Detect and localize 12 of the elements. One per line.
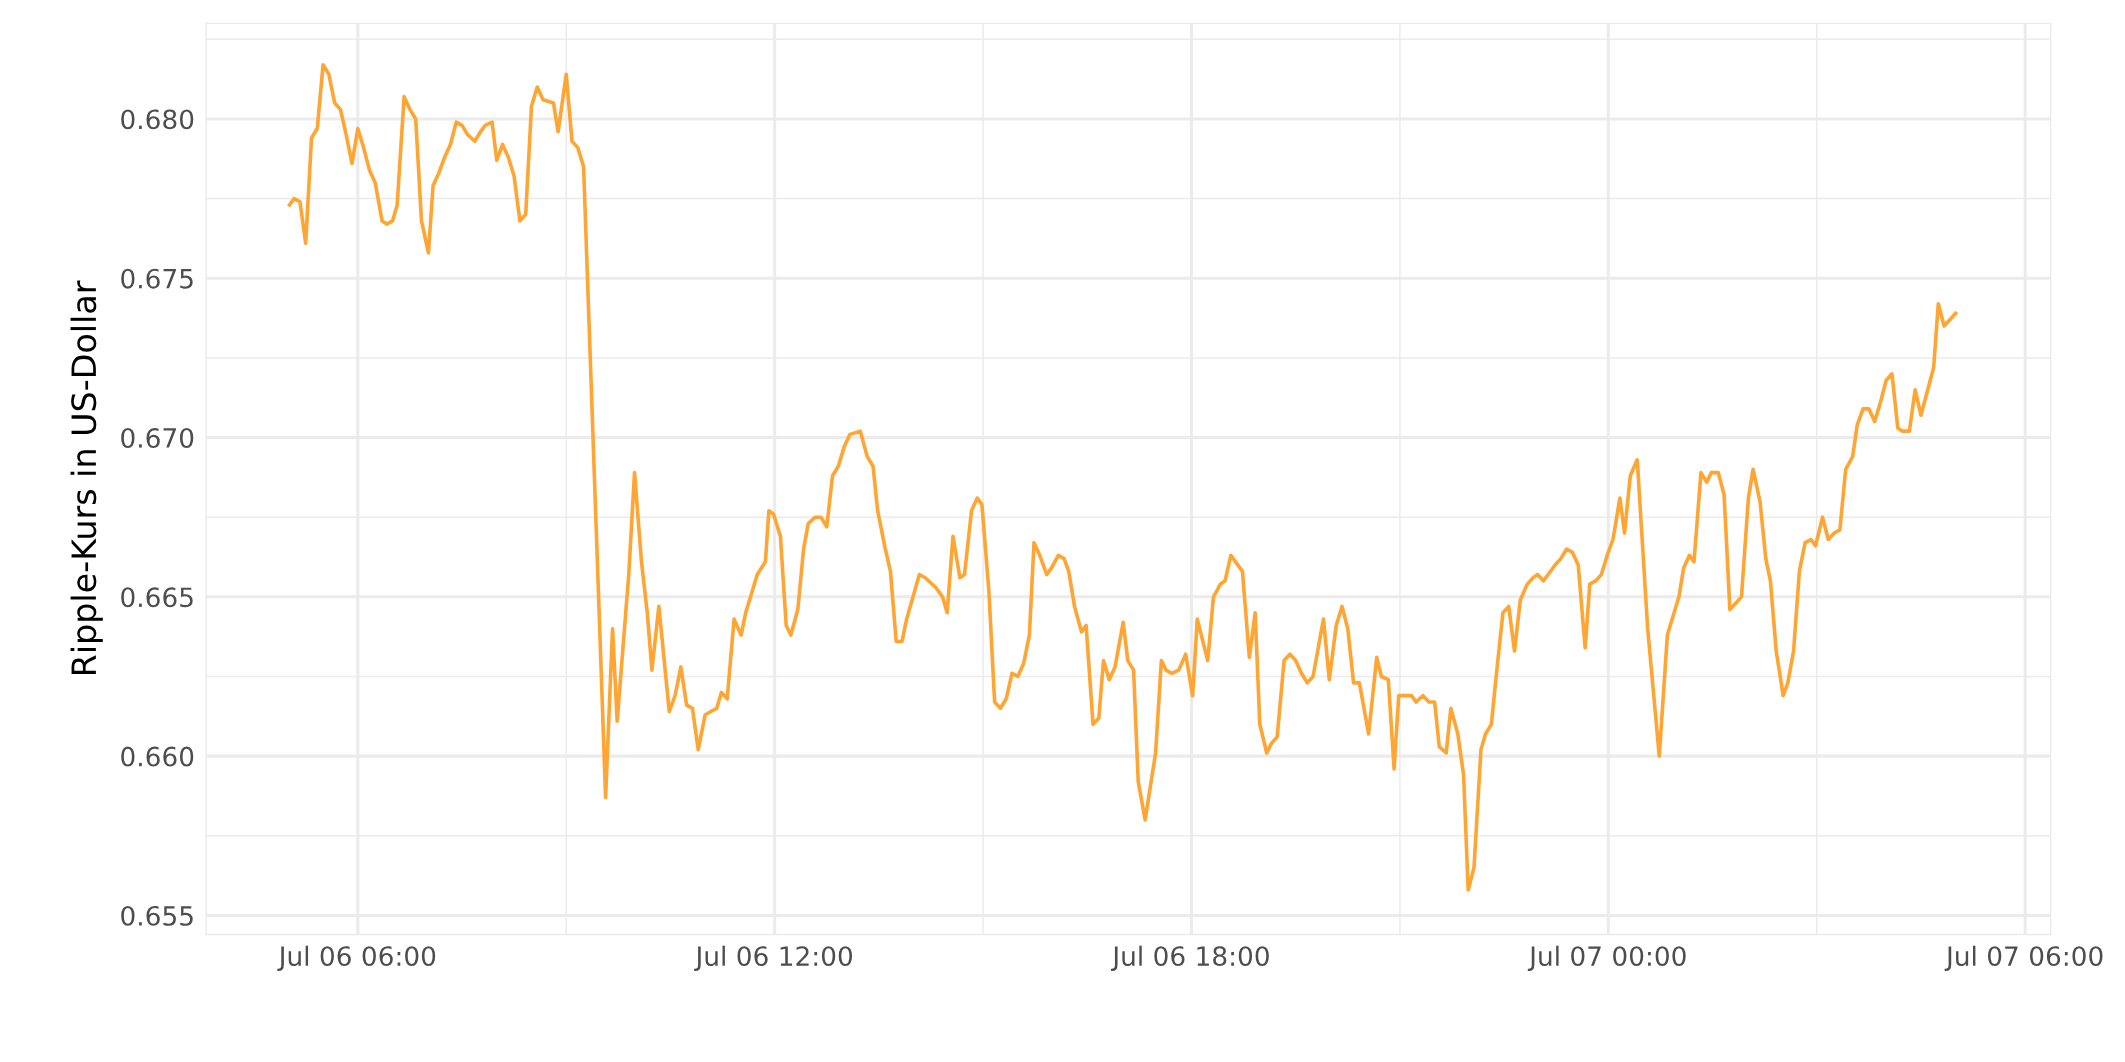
x-tick-label: Jul 06 06:00 — [277, 945, 436, 971]
x-tick-label: Jul 06 12:00 — [694, 945, 853, 971]
x-tick-label: Jul 07 00:00 — [1527, 945, 1686, 971]
x-tick-label: Jul 07 06:00 — [1944, 945, 2103, 971]
y-tick-label: 0.665 — [121, 587, 193, 608]
y-tick-label: 0.675 — [121, 268, 193, 289]
x-tick-label: Jul 06 18:00 — [1110, 945, 1269, 971]
y-tick-label: 0.655 — [121, 905, 193, 926]
y-tick-label: 0.670 — [121, 427, 194, 448]
y-tick-label: 0.680 — [121, 109, 194, 130]
y-tick-label: 0.660 — [121, 746, 194, 767]
y-axis-title: Ripple-Kurs in US-Dollar — [70, 280, 103, 675]
